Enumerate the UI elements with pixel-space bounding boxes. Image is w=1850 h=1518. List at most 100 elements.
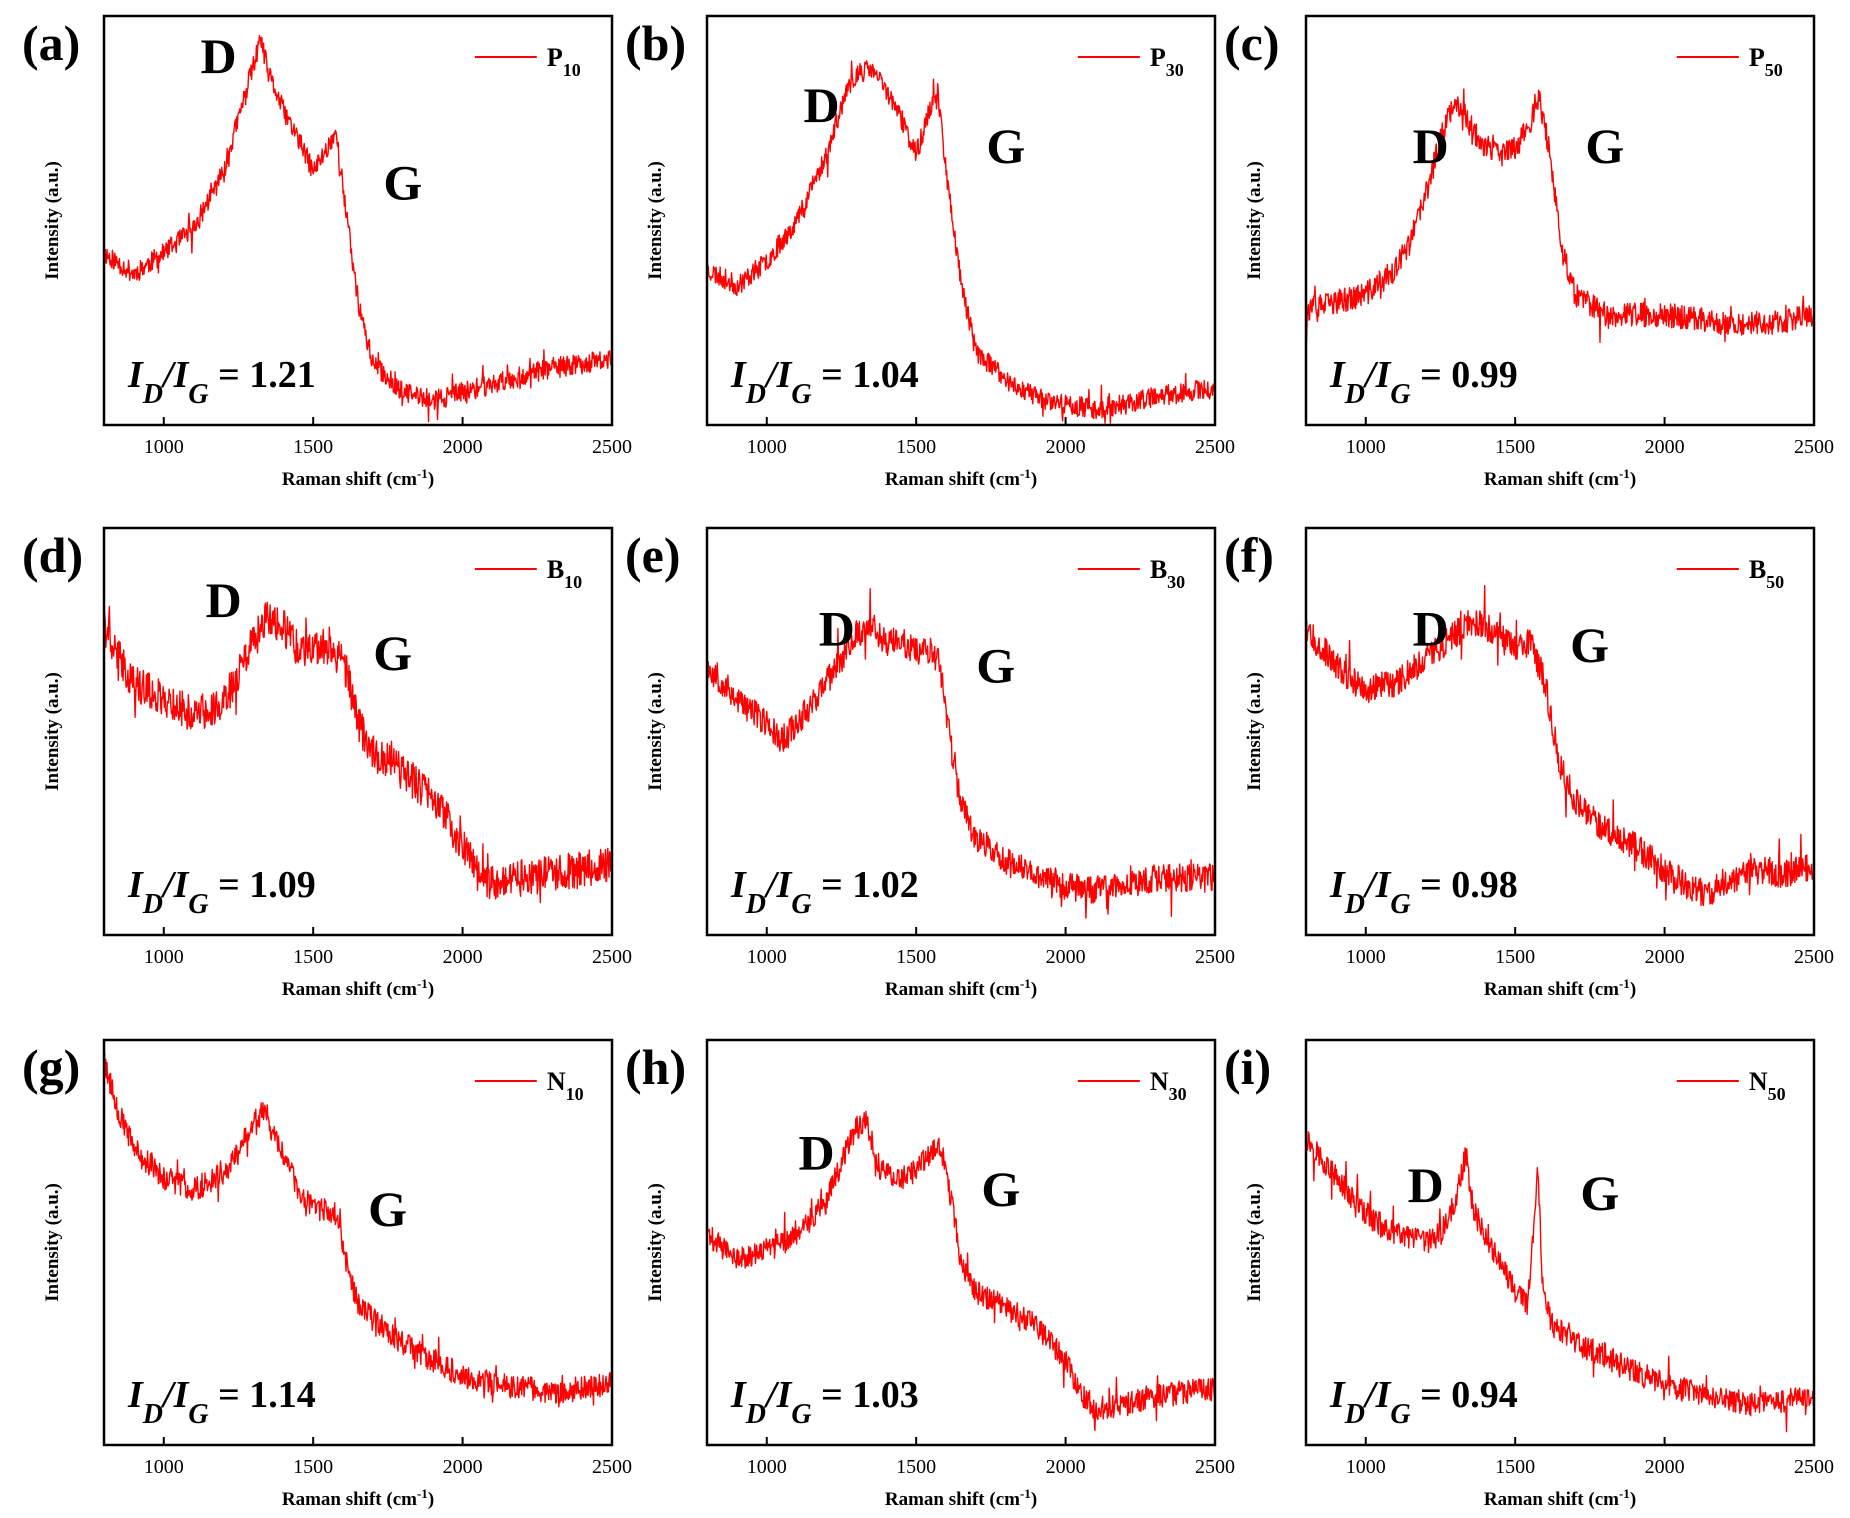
x-tick-label: 2500 bbox=[592, 1456, 632, 1478]
legend-label: B30 bbox=[1150, 555, 1185, 592]
plot-frame bbox=[102, 526, 614, 937]
panel-label: (b) bbox=[625, 15, 686, 71]
peak-d-label: D bbox=[206, 572, 242, 628]
peak-g-label: G bbox=[1585, 118, 1624, 174]
x-tick-label: 2500 bbox=[1794, 436, 1834, 458]
chart-panel: 1000 1500 2000 2500 Raman shift (cm-1) Intens… bbox=[625, 14, 1235, 491]
panel-label: (g) bbox=[22, 1039, 80, 1095]
x-tick-label: 1500 bbox=[896, 1456, 936, 1478]
spectrum-line bbox=[103, 1051, 613, 1408]
spectrum-line bbox=[706, 1110, 1216, 1432]
legend-label: B50 bbox=[1749, 555, 1784, 592]
peak-g-label: G bbox=[373, 625, 412, 681]
spectrum-line bbox=[103, 34, 613, 423]
panel-label: (h) bbox=[625, 1039, 686, 1095]
x-tick-label: 1000 bbox=[1346, 946, 1386, 968]
x-axis-title: Raman shift (cm-1) bbox=[885, 976, 1037, 1001]
x-tick-label: 1000 bbox=[144, 436, 184, 458]
x-tick-label: 2500 bbox=[1195, 436, 1235, 458]
spectrum-line bbox=[706, 60, 1216, 424]
x-tick-label: 1500 bbox=[293, 1456, 333, 1478]
panel-label: (e) bbox=[625, 527, 681, 583]
y-axis-title: Intensity (a.u.) bbox=[645, 672, 666, 791]
x-tick-label: 1500 bbox=[293, 436, 333, 458]
x-axis-title: Raman shift (cm-1) bbox=[282, 976, 434, 1001]
x-tick-label: 2500 bbox=[1794, 946, 1834, 968]
legend-label: B10 bbox=[547, 555, 582, 592]
x-tick-label: 1500 bbox=[896, 946, 936, 968]
chart-panel: 1000 1500 2000 2500 Raman shift (cm-1) Intens… bbox=[625, 1038, 1235, 1511]
x-tick-label: 2000 bbox=[1046, 1456, 1086, 1478]
panel-label: (f) bbox=[1224, 527, 1274, 583]
x-tick-label: 2000 bbox=[443, 1456, 483, 1478]
peak-g-label: G bbox=[383, 155, 422, 211]
plot-frame bbox=[102, 1038, 614, 1447]
peak-g-label: G bbox=[976, 637, 1015, 693]
peak-g-label: G bbox=[1580, 1165, 1619, 1221]
id-ig-ratio: ID/IG = 1.21 bbox=[127, 354, 316, 410]
x-axis-title: Raman shift (cm-1) bbox=[1484, 1486, 1636, 1511]
x-tick-label: 1500 bbox=[1495, 1456, 1535, 1478]
x-tick-label: 1500 bbox=[293, 946, 333, 968]
id-ig-ratio: ID/IG = 1.02 bbox=[730, 864, 919, 920]
peak-d-label: D bbox=[798, 1124, 834, 1180]
spectrum-line bbox=[1305, 585, 1815, 907]
id-ig-ratio: ID/IG = 0.94 bbox=[1329, 1374, 1518, 1430]
x-tick-label: 1000 bbox=[747, 946, 787, 968]
peak-d-label: D bbox=[819, 601, 855, 657]
id-ig-ratio: ID/IG = 1.14 bbox=[127, 1374, 316, 1430]
x-tick-label: 2500 bbox=[1794, 1456, 1834, 1478]
chart-panel: 1000 1500 2000 2500 Raman shift (cm-1) Intens… bbox=[625, 526, 1235, 1001]
y-axis-title: Intensity (a.u.) bbox=[42, 672, 63, 791]
x-tick-label: 2000 bbox=[1645, 436, 1685, 458]
spectrum-line bbox=[103, 601, 613, 904]
spectrum-line bbox=[1305, 1131, 1815, 1433]
y-axis-title: Intensity (a.u.) bbox=[645, 161, 666, 280]
spectrum-line bbox=[706, 588, 1216, 919]
legend-label: N50 bbox=[1749, 1067, 1786, 1104]
x-tick-label: 2500 bbox=[592, 436, 632, 458]
peak-g-label: G bbox=[1570, 617, 1609, 673]
x-axis-title: Raman shift (cm-1) bbox=[885, 466, 1037, 491]
plot-frame bbox=[1304, 1038, 1816, 1447]
panel-label: (d) bbox=[22, 527, 83, 583]
panel-label: (i) bbox=[1224, 1039, 1271, 1095]
x-tick-label: 2000 bbox=[1046, 436, 1086, 458]
peak-d-label: D bbox=[804, 77, 840, 133]
x-tick-label: 1000 bbox=[1346, 436, 1386, 458]
y-axis-title: Intensity (a.u.) bbox=[1244, 161, 1265, 280]
legend-label: N30 bbox=[1150, 1067, 1187, 1104]
x-tick-label: 1000 bbox=[747, 436, 787, 458]
id-ig-ratio: ID/IG = 0.99 bbox=[1329, 354, 1518, 410]
id-ig-ratio: ID/IG = 1.09 bbox=[127, 864, 316, 920]
x-tick-label: 2000 bbox=[443, 436, 483, 458]
peak-g-label: G bbox=[368, 1181, 407, 1237]
chart-panel: 1000 1500 2000 2500 Raman shift (cm-1) Intens… bbox=[22, 1038, 632, 1511]
x-axis-title: Raman shift (cm-1) bbox=[885, 1486, 1037, 1511]
y-axis-title: Intensity (a.u.) bbox=[42, 1183, 63, 1302]
id-ig-ratio: ID/IG = 1.04 bbox=[730, 354, 919, 410]
y-axis-title: Intensity (a.u.) bbox=[1244, 1183, 1265, 1302]
spectrum-line bbox=[1305, 88, 1815, 344]
x-axis-title: Raman shift (cm-1) bbox=[282, 466, 434, 491]
x-tick-label: 1500 bbox=[896, 436, 936, 458]
peak-d-label: D bbox=[1413, 118, 1449, 174]
plot-frame bbox=[705, 526, 1217, 937]
id-ig-ratio: ID/IG = 1.03 bbox=[730, 1374, 919, 1430]
x-axis-title: Raman shift (cm-1) bbox=[1484, 466, 1636, 491]
chart-panel: 1000 1500 2000 2500 Raman shift (cm-1) Intens… bbox=[22, 14, 632, 491]
x-tick-label: 2000 bbox=[443, 946, 483, 968]
legend-label: P30 bbox=[1150, 43, 1184, 80]
plot-frame bbox=[102, 14, 614, 427]
x-tick-label: 2000 bbox=[1046, 946, 1086, 968]
x-axis-title: Raman shift (cm-1) bbox=[282, 1486, 434, 1511]
x-tick-label: 1500 bbox=[1495, 946, 1535, 968]
peak-d-label: D bbox=[1413, 601, 1449, 657]
plot-frame bbox=[1304, 14, 1816, 427]
legend-label: N10 bbox=[547, 1067, 584, 1104]
chart-panel: 1000 1500 2000 2500 Raman shift (cm-1) Intens… bbox=[22, 526, 632, 1001]
x-tick-label: 2000 bbox=[1645, 1456, 1685, 1478]
id-ig-ratio: ID/IG = 0.98 bbox=[1329, 864, 1518, 920]
peak-d-label: D bbox=[1408, 1157, 1444, 1213]
legend-label: P10 bbox=[547, 43, 581, 80]
